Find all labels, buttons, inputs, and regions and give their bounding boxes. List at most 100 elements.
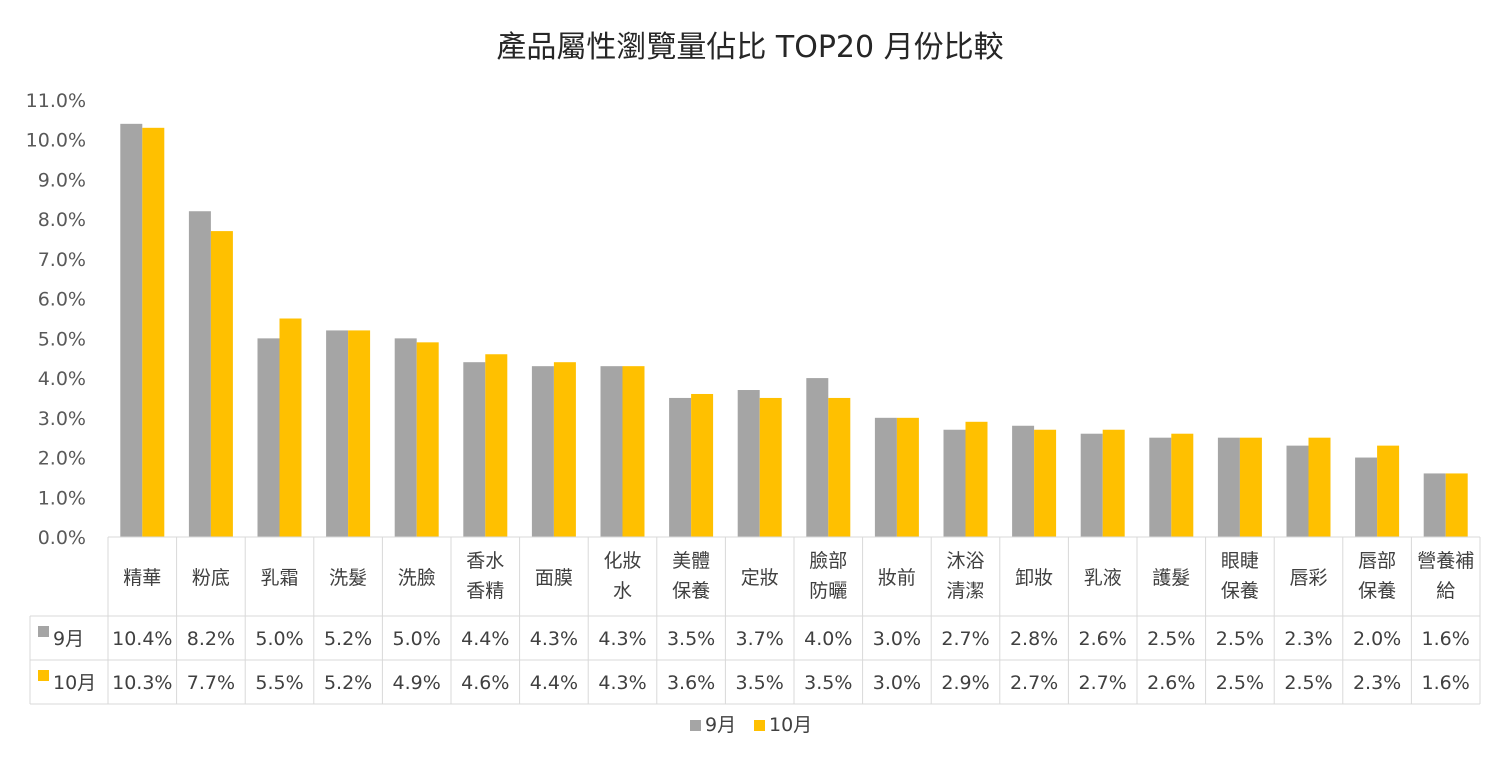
data-table: 精華 粉底 乳霜 洗髮 洗臉香水香精面膜化妝水美體保養定妝臉部防曬妝前沐浴清潔卸妝 乳液護… <box>29 536 1481 705</box>
bar-sep <box>1080 433 1103 537</box>
bar-oct <box>828 397 851 537</box>
y-axis: 0.0% 1.0% 2.0% 3.0% 4.0% 5.0% 6.0% 7.0% 8.0% 9.0%… <box>26 90 86 549</box>
bar-oct <box>965 421 988 537</box>
data-label: 2.5% <box>1147 628 1195 650</box>
bar-oct <box>348 330 371 537</box>
bar-sep <box>874 417 897 537</box>
bar-sep <box>394 338 417 537</box>
table-legend-key <box>38 626 49 637</box>
table-series-name: 9月 <box>53 628 84 650</box>
y-tick-label: 10.0% <box>26 130 86 152</box>
category-label-line: 乳液 <box>1084 567 1122 589</box>
category-label: 洗髮 <box>329 567 367 589</box>
bar-oct <box>896 417 919 537</box>
category-label-line: 精華 <box>123 567 161 589</box>
bar-oct <box>1171 433 1194 537</box>
category-label: 洗臉 <box>398 567 436 589</box>
bar-oct <box>1239 437 1262 537</box>
y-tick-label: 1.0% <box>38 487 86 509</box>
bar-sep <box>737 390 760 537</box>
category-label-line: 防曬 <box>809 580 847 602</box>
data-label: 2.6% <box>1147 672 1195 694</box>
data-label: 1.6% <box>1422 628 1470 650</box>
bar-oct <box>279 318 302 537</box>
category-label: 妝前 <box>878 567 916 589</box>
data-label: 1.6% <box>1422 672 1470 694</box>
category-label-line: 護髮 <box>1152 567 1190 589</box>
data-label: 8.2% <box>187 628 235 650</box>
data-label: 3.7% <box>736 628 784 650</box>
category-label: 精華 <box>123 567 161 589</box>
category-label: 乳液 <box>1084 567 1122 589</box>
data-label: 3.5% <box>804 672 852 694</box>
data-label: 7.7% <box>187 672 235 694</box>
chart-title: 產品屬性瀏覽量佔比 TOP20 月份比較 <box>496 30 1003 65</box>
category-label: 唇彩 <box>1289 567 1327 589</box>
category-label-line: 面膜 <box>535 567 573 589</box>
data-label: 5.2% <box>324 672 372 694</box>
bar-oct <box>691 393 714 537</box>
bar-oct <box>1034 429 1057 537</box>
y-tick-label: 11.0% <box>26 90 86 112</box>
category-label: 化妝水 <box>603 550 641 602</box>
category-label-line: 妝前 <box>878 567 916 589</box>
bar-sep <box>326 330 349 537</box>
bar-oct <box>759 397 782 537</box>
data-label: 5.0% <box>255 628 303 650</box>
category-label-line: 唇部 <box>1358 550 1396 572</box>
legend: 9月 10月 <box>690 714 812 736</box>
category-label-line: 化妝 <box>603 550 641 572</box>
category-label-line: 粉底 <box>192 567 230 589</box>
data-label: 4.4% <box>461 628 509 650</box>
data-label: 2.3% <box>1284 628 1332 650</box>
data-label: 4.3% <box>530 628 578 650</box>
data-label: 3.6% <box>667 672 715 694</box>
category-label-line: 洗臉 <box>398 567 436 589</box>
category-label: 面膜 <box>535 567 573 589</box>
y-tick-label: 0.0% <box>38 527 86 549</box>
category-label: 護髮 <box>1152 567 1190 589</box>
category-label: 營養補給 <box>1417 550 1474 602</box>
bar-sep <box>943 429 966 537</box>
category-label-line: 卸妝 <box>1015 567 1053 589</box>
data-label: 4.6% <box>461 672 509 694</box>
data-label: 2.5% <box>1216 672 1264 694</box>
data-label: 5.2% <box>324 628 372 650</box>
category-label: 沐浴清潔 <box>946 550 984 602</box>
bar-sep <box>1149 437 1172 537</box>
category-label: 定妝 <box>741 567 779 589</box>
y-tick-label: 7.0% <box>38 249 86 271</box>
bar-sep <box>1217 437 1240 537</box>
category-label-line: 營養補 <box>1417 550 1474 572</box>
data-label: 5.5% <box>255 672 303 694</box>
category-label: 粉底 <box>192 567 230 589</box>
legend-key <box>690 720 701 731</box>
data-label: 2.7% <box>1010 672 1058 694</box>
category-label-line: 水 <box>613 580 632 602</box>
category-label-line: 美體 <box>672 550 710 572</box>
data-label: 3.0% <box>873 672 921 694</box>
data-label: 3.5% <box>736 672 784 694</box>
y-tick-label: 5.0% <box>38 328 86 350</box>
legend-key <box>754 720 765 731</box>
bar-sep <box>463 362 486 537</box>
data-label: 4.0% <box>804 628 852 650</box>
data-label: 4.3% <box>598 672 646 694</box>
category-label: 香水香精 <box>466 550 504 602</box>
data-label: 2.8% <box>1010 628 1058 650</box>
data-label: 3.0% <box>873 628 921 650</box>
data-label: 10.3% <box>112 672 172 694</box>
legend-label: 10月 <box>769 714 812 736</box>
y-tick-label: 4.0% <box>38 368 86 390</box>
category-label-line: 乳霜 <box>260 567 298 589</box>
category-label-line: 香水 <box>466 550 504 572</box>
data-label: 2.3% <box>1353 672 1401 694</box>
category-label-line: 洗髮 <box>329 567 367 589</box>
bar-sep <box>1286 445 1309 537</box>
data-label: 2.6% <box>1079 628 1127 650</box>
category-label: 美體保養 <box>672 550 710 602</box>
bar-sep <box>1423 473 1446 537</box>
category-label: 卸妝 <box>1015 567 1053 589</box>
data-label: 2.7% <box>941 628 989 650</box>
bar-oct <box>416 342 439 537</box>
